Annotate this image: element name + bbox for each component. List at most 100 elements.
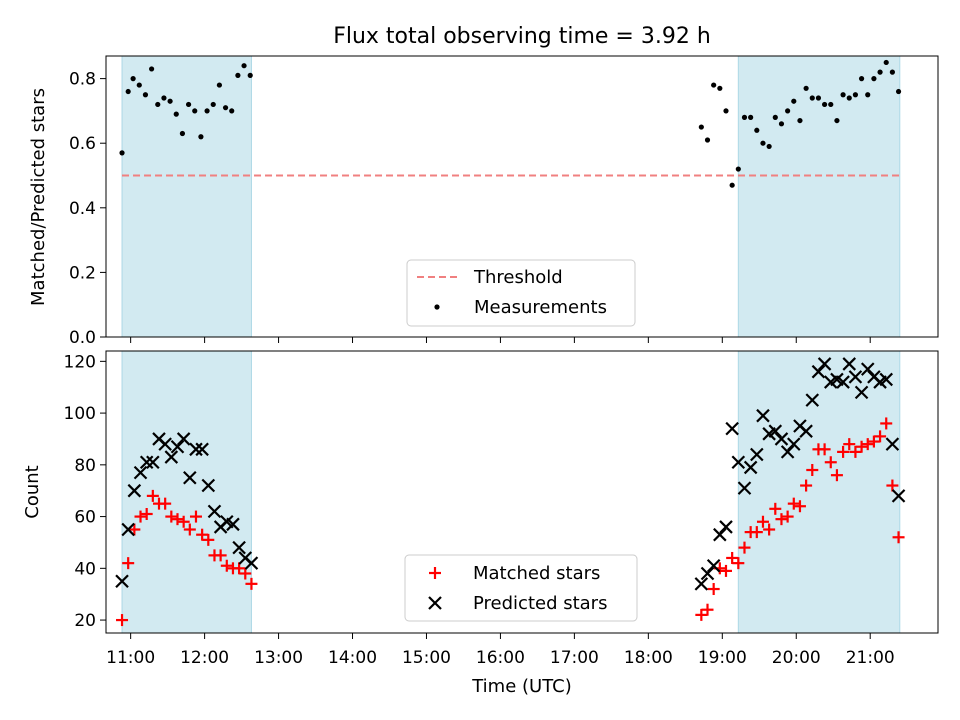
predicted-star-point bbox=[737, 481, 752, 495]
measurement-point bbox=[192, 108, 198, 114]
measurement-point bbox=[161, 95, 167, 101]
predicted-star-point bbox=[780, 445, 795, 459]
predicted-star-point bbox=[158, 437, 172, 451]
predicted-star-point bbox=[700, 566, 715, 581]
measurement-point bbox=[185, 101, 192, 108]
count-axes: 20 40 60 80 100 120 bbox=[64, 352, 106, 631]
measurement-point bbox=[119, 150, 125, 156]
matched-star-point bbox=[886, 479, 899, 492]
matched-star-point bbox=[159, 497, 172, 510]
measurement-point bbox=[173, 111, 179, 117]
measurement-point bbox=[142, 92, 149, 98]
predicted-star-point bbox=[725, 421, 739, 436]
measurement-point bbox=[772, 114, 778, 120]
measurement-point bbox=[858, 76, 865, 82]
ratio-plot-frame bbox=[105, 55, 939, 338]
matched-star-point bbox=[220, 559, 233, 572]
measurement-point bbox=[828, 101, 834, 108]
matched-star-point bbox=[140, 507, 153, 520]
matched-star-point bbox=[116, 614, 129, 627]
marker-stroke bbox=[743, 460, 758, 475]
marker-stroke bbox=[189, 442, 203, 457]
predicted-star-point bbox=[170, 439, 185, 454]
x-tick-label: 11:00 bbox=[106, 648, 155, 668]
marker-stroke bbox=[700, 566, 715, 581]
matched-star-point bbox=[128, 523, 141, 536]
marker-stroke bbox=[731, 455, 746, 470]
predicted-star-point bbox=[226, 517, 240, 532]
marker-stroke bbox=[713, 527, 727, 542]
marker-stroke bbox=[244, 556, 259, 570]
measurement-point bbox=[222, 105, 229, 111]
matched-star-point bbox=[756, 515, 769, 528]
marker-stroke bbox=[719, 520, 733, 534]
predicted-star-point bbox=[121, 522, 135, 537]
predicted-star-point bbox=[207, 504, 222, 519]
matched-star-point bbox=[695, 608, 708, 621]
measurement-point bbox=[834, 117, 840, 124]
x-tick-label: 13:00 bbox=[254, 648, 303, 668]
measurement-point bbox=[760, 140, 766, 146]
predicted-star-point bbox=[731, 455, 746, 470]
marker-stroke bbox=[176, 432, 191, 446]
ratio-y-label: Matched/Predicted stars bbox=[28, 88, 49, 306]
measurement-point bbox=[149, 66, 155, 72]
matched-star-point bbox=[781, 510, 794, 523]
threshold-legend-label: Threshold bbox=[473, 267, 563, 288]
predicted-star-point bbox=[694, 577, 709, 591]
measurement-point bbox=[735, 166, 741, 172]
measurements-legend-label: Measurements bbox=[474, 297, 607, 318]
count-plot-frame bbox=[105, 350, 939, 634]
measurement-point bbox=[136, 82, 142, 88]
predicted-star-point bbox=[885, 437, 900, 451]
predicted-star-point bbox=[164, 450, 179, 464]
predicted-star-point bbox=[176, 432, 191, 446]
predicted-star-point bbox=[244, 556, 259, 570]
matched-legend-label: Matched stars bbox=[473, 563, 600, 584]
matched-star-point bbox=[800, 479, 813, 492]
marker-stroke bbox=[891, 489, 906, 503]
marker-stroke bbox=[121, 522, 135, 537]
measurement-point bbox=[698, 124, 704, 130]
measurement-point bbox=[766, 143, 772, 150]
predicted-star-point bbox=[787, 437, 801, 451]
measurement-point bbox=[167, 98, 173, 104]
measurement-point bbox=[778, 121, 785, 127]
predicted-star-point bbox=[183, 470, 197, 485]
measurement-point bbox=[846, 95, 852, 101]
marker-stroke bbox=[725, 421, 739, 436]
x-tick-label: 12:00 bbox=[180, 648, 229, 668]
predicted-legend-label: Predicted stars bbox=[473, 593, 607, 614]
predicted-star-point bbox=[115, 574, 129, 589]
matched-star-point bbox=[707, 583, 720, 596]
marker-stroke bbox=[195, 442, 209, 457]
y-tick-label: 60 bbox=[74, 508, 96, 528]
x-tick-label: 21:00 bbox=[846, 648, 895, 668]
matched-star-point bbox=[849, 445, 862, 458]
predicted-star-point bbox=[860, 362, 875, 376]
measurement-point bbox=[717, 85, 723, 91]
predicted-star-point bbox=[133, 465, 148, 480]
measurement-point bbox=[216, 82, 222, 88]
measurement-point bbox=[235, 72, 241, 78]
predicted-star-point bbox=[195, 442, 209, 457]
matched-star-point bbox=[245, 577, 258, 590]
matched-star-point bbox=[818, 443, 831, 456]
measurement-point bbox=[155, 101, 161, 108]
measurement-point bbox=[815, 95, 822, 101]
measurement-point bbox=[241, 63, 247, 69]
matched-star-point bbox=[183, 523, 196, 536]
y-tick-label: 80 bbox=[74, 456, 96, 476]
predicted-star-point bbox=[756, 408, 770, 423]
matched-star-point bbox=[793, 500, 806, 513]
predicted-star-point bbox=[799, 424, 813, 438]
predicted-star-point bbox=[127, 483, 142, 498]
predicted-star-point bbox=[189, 442, 203, 457]
marker-stroke bbox=[817, 357, 832, 371]
marker-stroke bbox=[201, 478, 216, 493]
marker-stroke bbox=[232, 540, 246, 555]
x-tick-label: 17:00 bbox=[550, 648, 599, 668]
marker-stroke bbox=[146, 455, 160, 470]
marker-stroke bbox=[226, 517, 240, 532]
ratio-panel: 0.00.20.40.60.8 Matched/Predicted stars … bbox=[28, 55, 939, 348]
